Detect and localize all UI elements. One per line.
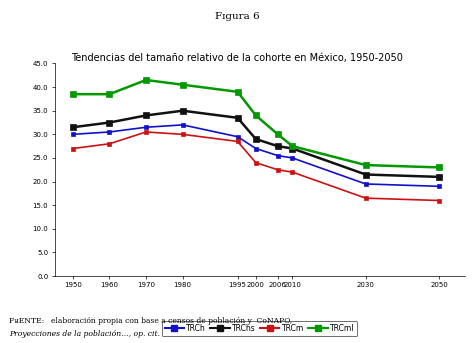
Text: Tendencias del tamaño relativo de la cohorte en México, 1950-2050: Tendencias del tamaño relativo de la coh… [71,53,403,63]
Text: Fɪgura 6: Fɪgura 6 [215,12,259,21]
Legend: TRCh, TRChs, TRCm, TRCml: TRCh, TRChs, TRCm, TRCml [162,321,357,336]
Text: elaboración propia con base a censos de población y  CᴏNAPO,: elaboración propia con base a censos de … [51,317,297,325]
Text: FᴚENTE:: FᴚENTE: [9,317,47,325]
Text: Proyecciones de la población…, op. cit.: Proyecciones de la población…, op. cit. [9,330,161,338]
